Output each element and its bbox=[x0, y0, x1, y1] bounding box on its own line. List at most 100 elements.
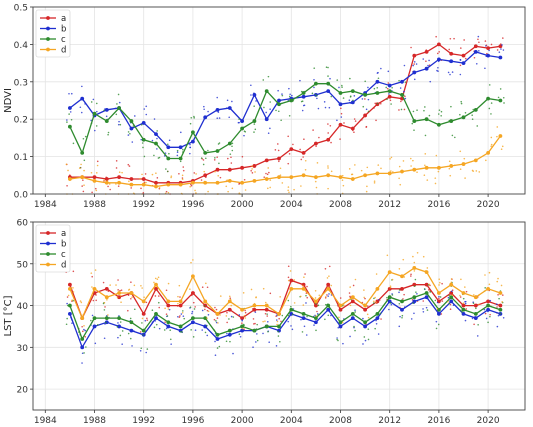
scatter-point-a bbox=[120, 289, 123, 291]
scatter-point-d bbox=[299, 295, 302, 298]
scatter-point-a bbox=[400, 100, 402, 103]
scatter-point-b bbox=[191, 310, 194, 313]
scatter-point-c bbox=[153, 154, 155, 157]
data-point-d bbox=[240, 180, 245, 185]
scatter-point-a bbox=[438, 51, 440, 53]
scatter-point-b bbox=[165, 327, 168, 330]
scatter-point-a bbox=[127, 163, 130, 166]
scatter-point-d bbox=[390, 170, 392, 172]
data-point-a bbox=[215, 167, 220, 172]
scatter-point-c bbox=[190, 117, 193, 119]
scatter-point-d bbox=[155, 172, 157, 175]
scatter-point-b bbox=[375, 319, 377, 322]
scatter-point-b bbox=[268, 341, 270, 343]
scatter-point-c bbox=[253, 105, 255, 107]
data-point-c bbox=[92, 111, 97, 116]
scatter-point-a bbox=[82, 179, 84, 181]
data-point-c bbox=[203, 316, 208, 320]
x-tick-label: 2004 bbox=[280, 200, 303, 210]
scatter-point-c bbox=[287, 314, 290, 317]
scatter-point-d bbox=[314, 289, 317, 292]
scatter-point-b bbox=[330, 314, 332, 317]
scatter-point-c bbox=[231, 142, 234, 145]
scatter-point-d bbox=[448, 160, 451, 163]
scatter-point-b bbox=[243, 134, 245, 137]
y-tick-label: 0.3 bbox=[14, 78, 28, 88]
scatter-point-d bbox=[225, 185, 228, 188]
scatter-point-d bbox=[167, 191, 170, 194]
scatter-point-c bbox=[243, 130, 246, 132]
data-point-a bbox=[400, 286, 404, 291]
lst-chart: 20 30 40 50 60 1984 1988 1992 1996 2000 2004 2008 20… bbox=[3, 219, 526, 426]
data-point-d bbox=[117, 180, 121, 185]
scatter-point-c bbox=[341, 86, 343, 88]
scatter-point-c bbox=[336, 79, 339, 81]
data-point-c bbox=[203, 150, 208, 155]
scatter-point-d bbox=[217, 174, 220, 177]
scatter-point-b bbox=[478, 50, 480, 52]
scatter-point-a bbox=[329, 125, 332, 127]
data-point-b bbox=[498, 55, 503, 60]
scatter-point-c bbox=[477, 323, 479, 326]
data-point-a bbox=[314, 303, 318, 308]
scatter-point-a bbox=[181, 177, 184, 179]
y-axis-label: NDVI bbox=[3, 88, 14, 113]
scatter-point-c bbox=[83, 159, 86, 162]
scatter-point-d bbox=[424, 153, 427, 155]
data-point-b bbox=[129, 126, 134, 131]
scatter-point-d bbox=[219, 295, 222, 297]
scatter-point-d bbox=[157, 276, 160, 279]
scatter-point-c bbox=[266, 313, 268, 315]
scatter-point-b bbox=[328, 293, 330, 295]
scatter-point-d bbox=[300, 185, 302, 187]
scatter-point-b bbox=[438, 295, 440, 298]
scatter-point-c bbox=[426, 309, 429, 311]
scatter-point-a bbox=[422, 300, 425, 302]
scatter-point-b bbox=[313, 324, 315, 326]
scatter-point-a bbox=[117, 279, 119, 281]
scatter-point-c bbox=[497, 96, 500, 99]
data-point-b bbox=[437, 312, 441, 316]
scatter-point-a bbox=[340, 107, 342, 110]
scatter-point-d bbox=[207, 190, 209, 193]
scatter-point-b bbox=[228, 116, 231, 119]
scatter-point-c bbox=[96, 324, 99, 326]
scatter-point-b bbox=[80, 111, 83, 114]
scatter-point-b bbox=[451, 71, 454, 73]
scatter-point-c bbox=[107, 131, 110, 134]
data-point-b bbox=[301, 94, 306, 99]
x-tick-label: 1992 bbox=[132, 200, 155, 210]
scatter-point-c bbox=[450, 105, 452, 108]
scatter-point-a bbox=[216, 317, 219, 319]
scatter-point-d bbox=[398, 267, 401, 270]
scatter-point-d bbox=[254, 171, 256, 173]
scatter-point-d bbox=[377, 164, 380, 166]
data-point-c bbox=[350, 312, 355, 316]
scatter-point-d bbox=[167, 308, 170, 310]
scatter-point-c bbox=[461, 311, 463, 313]
scatter-point-a bbox=[484, 40, 487, 42]
scatter-point-b bbox=[131, 141, 134, 143]
scatter-point-d bbox=[227, 190, 229, 193]
scatter-point-a bbox=[115, 167, 118, 169]
scatter-point-a bbox=[156, 177, 159, 179]
scatter-point-d bbox=[338, 316, 340, 319]
scatter-point-b bbox=[180, 313, 183, 315]
scatter-point-c bbox=[192, 336, 195, 338]
scatter-point-a bbox=[327, 132, 329, 134]
scatter-point-d bbox=[478, 303, 480, 306]
scatter-point-a bbox=[241, 322, 243, 324]
scatter-point-a bbox=[328, 265, 331, 268]
data-point-d bbox=[141, 299, 146, 304]
scatter-point-d bbox=[115, 284, 117, 286]
data-point-c bbox=[424, 291, 429, 295]
scatter-point-a bbox=[178, 173, 180, 175]
scatter-point-b bbox=[489, 299, 492, 302]
data-point-a bbox=[412, 53, 417, 58]
scatter-point-a bbox=[403, 293, 405, 296]
scatter-point-d bbox=[143, 296, 145, 299]
scatter-point-a bbox=[250, 170, 252, 172]
scatter-point-c bbox=[277, 110, 280, 113]
scatter-point-b bbox=[313, 78, 315, 81]
scatter-point-c bbox=[279, 340, 281, 343]
